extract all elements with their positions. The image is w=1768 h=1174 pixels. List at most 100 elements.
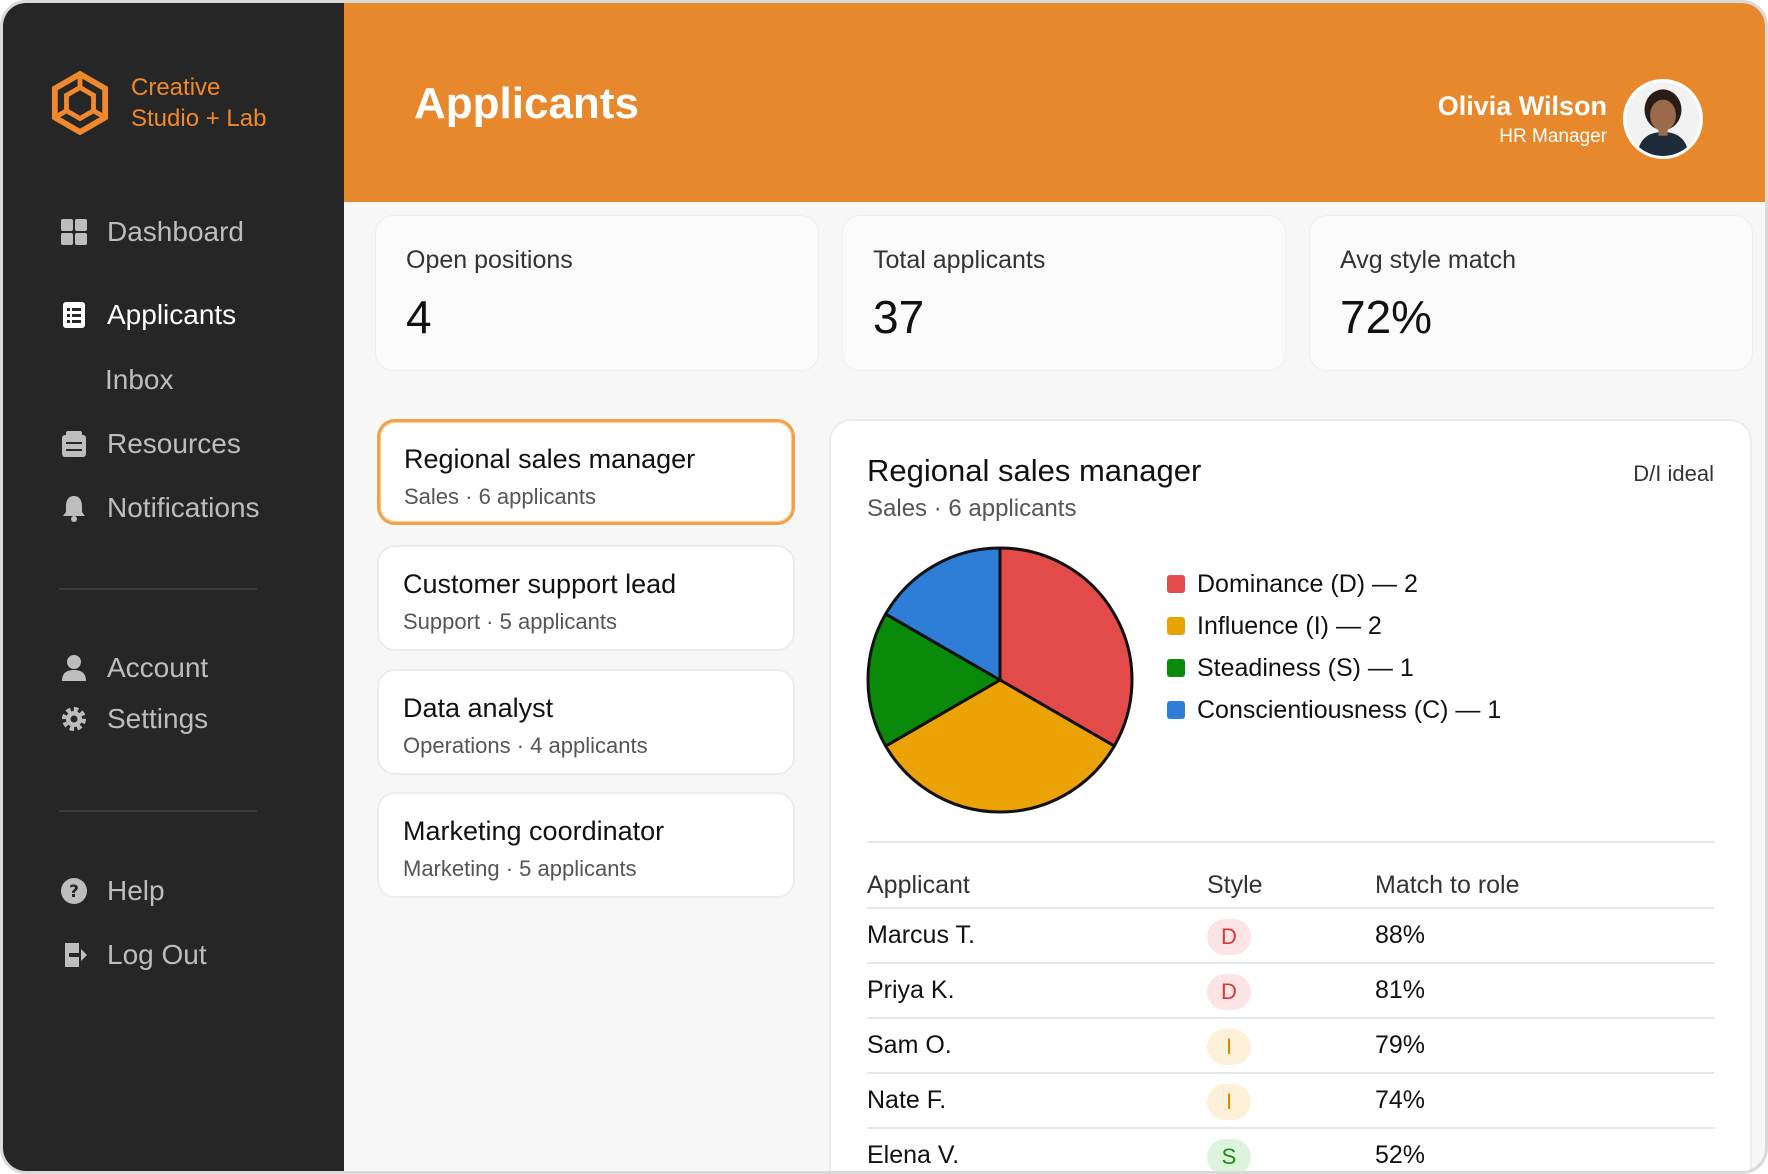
legend-item-steadiness: Steadiness (S) — 1 xyxy=(1167,647,1501,689)
style-badge: S xyxy=(1207,1139,1251,1171)
logout-icon xyxy=(57,938,91,972)
match-percent: 52% xyxy=(1375,1141,1426,1169)
document-list-icon xyxy=(57,298,91,332)
sidebar-item-account[interactable]: Account xyxy=(57,651,208,685)
legend-swatch xyxy=(1167,617,1185,635)
table-row[interactable]: Elena V. S 52% xyxy=(867,1127,1714,1171)
legend-label: Steadiness (S) — 1 xyxy=(1197,653,1414,682)
stat-value: 4 xyxy=(406,291,432,343)
stat-label: Avg style match xyxy=(1340,246,1517,274)
role-title: Regional sales manager xyxy=(404,444,696,474)
sidebar-item-applicants[interactable]: Applicants xyxy=(57,298,236,332)
style-badge: I xyxy=(1207,1084,1251,1120)
logo-icon xyxy=(51,71,109,135)
applicant-name: Nate F. xyxy=(867,1086,947,1114)
legend-label: Dominance (D) — 2 xyxy=(1197,569,1418,598)
detail-title: Regional sales manager xyxy=(867,453,1202,488)
style-badge: I xyxy=(1207,1029,1251,1065)
page-header: Applicants Olivia Wilson HR Manager xyxy=(344,3,1765,202)
table-row[interactable]: Marcus T. D 88% xyxy=(867,907,1714,962)
pie-slice-dominance xyxy=(998,546,1134,749)
brand[interactable]: Creative Studio + Lab xyxy=(51,71,266,135)
help-icon: ? xyxy=(57,874,91,908)
legend-swatch xyxy=(1167,659,1185,677)
stat-card-total-applicants: Total applicants 37 xyxy=(842,215,1286,371)
svg-text:?: ? xyxy=(69,882,79,902)
stat-card-avg-style-match: Avg style match 72% xyxy=(1309,215,1753,371)
style-badge: D xyxy=(1207,919,1251,955)
applicant-name: Sam O. xyxy=(867,1031,952,1059)
sidebar-item-inbox[interactable]: Inbox xyxy=(105,364,174,395)
user-name: Olivia Wilson xyxy=(1437,90,1607,121)
user-icon xyxy=(57,651,91,685)
sidebar-item-help[interactable]: ? Help xyxy=(57,874,165,908)
pie-slice-conscientiousness xyxy=(883,546,1002,683)
table-row[interactable]: Nate F. I 74% xyxy=(867,1072,1714,1127)
stat-card-open-positions: Open positions 4 xyxy=(375,215,819,371)
stat-label: Open positions xyxy=(406,246,573,274)
role-card-marketing-coordinator[interactable]: Marketing coordinator Marketing · 5 appl… xyxy=(377,792,795,898)
sidebar-item-settings[interactable]: Settings xyxy=(57,702,208,736)
detail-subtitle: Sales · 6 applicants xyxy=(867,495,1077,522)
stat-value: 72% xyxy=(1340,291,1433,343)
ideal-style-tag: D/I ideal xyxy=(1633,461,1714,486)
sidebar-item-logout[interactable]: Log Out xyxy=(57,938,207,972)
applicant-name: Priya K. xyxy=(867,976,955,1004)
match-percent: 81% xyxy=(1375,976,1426,1004)
table-row[interactable]: Sam O. I 79% xyxy=(867,1017,1714,1072)
legend-swatch xyxy=(1167,575,1185,593)
brand-name: Creative Studio + Lab xyxy=(131,72,266,134)
applicant-name: Elena V. xyxy=(867,1141,960,1169)
role-subtitle: Operations · 4 applicants xyxy=(403,733,648,758)
legend-item-conscientiousness: Conscientiousness (C) — 1 xyxy=(1167,689,1501,731)
column-header-style[interactable]: Style xyxy=(1207,871,1263,899)
role-card-customer-support-lead[interactable]: Customer support lead Support · 5 applic… xyxy=(377,545,795,651)
sidebar-item-dashboard[interactable]: Dashboard xyxy=(57,215,244,249)
sidebar: Creative Studio + Lab Dashboard Applican… xyxy=(3,3,344,1171)
stat-value: 37 xyxy=(873,291,925,343)
user-role: HR Manager xyxy=(1499,125,1607,147)
disc-pie-chart xyxy=(866,546,1134,814)
avatar[interactable] xyxy=(1623,79,1703,159)
page-title: Applicants xyxy=(414,79,639,128)
sidebar-item-label: Help xyxy=(107,875,165,906)
legend-label: Influence (I) — 2 xyxy=(1197,611,1382,640)
legend-item-influence: Influence (I) — 2 xyxy=(1167,605,1501,647)
match-percent: 79% xyxy=(1375,1031,1426,1059)
pie-slice-influence xyxy=(883,678,1117,814)
sidebar-item-notifications[interactable]: Notifications xyxy=(57,491,260,525)
cabinet-icon xyxy=(57,427,91,461)
brand-line-2: Studio + Lab xyxy=(131,105,267,132)
style-badge: D xyxy=(1207,974,1251,1010)
dashboard-icon xyxy=(57,215,91,249)
column-header-applicant[interactable]: Applicant xyxy=(867,871,970,899)
table-divider xyxy=(867,841,1714,843)
legend-label: Conscientiousness (C) — 1 xyxy=(1197,695,1502,724)
pie-slice-steadiness xyxy=(866,611,1004,749)
stat-label: Total applicants xyxy=(873,246,1046,274)
sidebar-item-resources[interactable]: Resources xyxy=(57,427,241,461)
legend-swatch xyxy=(1167,701,1185,719)
sidebar-divider xyxy=(59,810,257,812)
sidebar-item-label: Notifications xyxy=(107,492,260,523)
sidebar-item-label: Dashboard xyxy=(107,216,244,247)
gear-icon xyxy=(57,702,91,736)
user-profile[interactable]: Olivia Wilson HR Manager xyxy=(1438,79,1703,159)
role-title: Marketing coordinator xyxy=(403,816,665,846)
column-header-match[interactable]: Match to role xyxy=(1375,871,1520,899)
sidebar-item-label: Log Out xyxy=(107,939,207,970)
legend-item-dominance: Dominance (D) — 2 xyxy=(1167,563,1501,605)
role-card-regional-sales-manager[interactable]: Regional sales manager Sales · 6 applica… xyxy=(377,419,795,525)
role-card-data-analyst[interactable]: Data analyst Operations · 4 applicants xyxy=(377,669,795,775)
role-title: Data analyst xyxy=(403,693,554,723)
chart-legend: Dominance (D) — 2 Influence (I) — 2 Stea… xyxy=(1167,563,1501,731)
role-subtitle: Sales · 6 applicants xyxy=(404,484,596,509)
match-percent: 88% xyxy=(1375,921,1426,949)
sidebar-item-label: Resources xyxy=(107,428,241,459)
sidebar-item-label: Account xyxy=(107,652,209,683)
sidebar-item-label: Applicants xyxy=(107,299,237,330)
sidebar-divider xyxy=(59,588,257,590)
role-title: Customer support lead xyxy=(403,569,677,599)
table-row[interactable]: Priya K. D 81% xyxy=(867,962,1714,1017)
